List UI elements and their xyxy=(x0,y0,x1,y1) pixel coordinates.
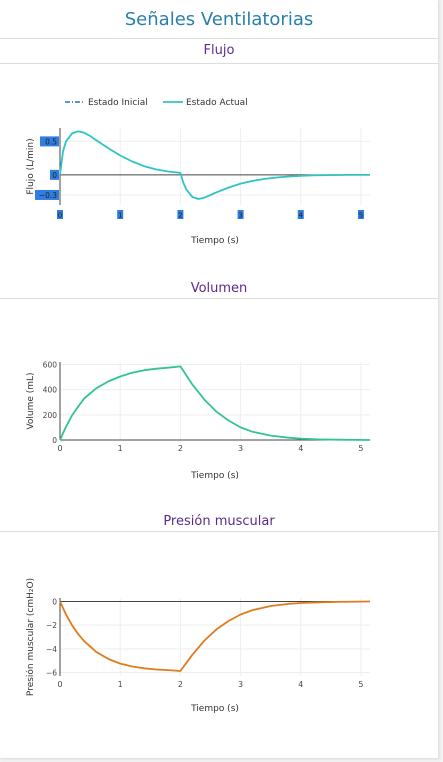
y-tick-label: −6 xyxy=(46,668,57,677)
volume-chart[interactable]: 0 1 2 3 4 5 0 200 400 600 Tiempo (s) Volume (mL) xyxy=(0,350,438,490)
x-tick-label: 0 xyxy=(58,212,62,220)
legend-label-initial: Estado Inicial xyxy=(88,98,148,108)
x-tick-label: 4 xyxy=(298,680,303,689)
y-tick-label: 0 xyxy=(52,436,57,445)
x-tick-label: 5 xyxy=(359,212,363,220)
section-title-flujo: Flujo xyxy=(203,43,235,58)
section-title-volumen: Volumen xyxy=(190,281,248,296)
x-tick-label: 4 xyxy=(298,444,303,453)
y-tick-label: 400 xyxy=(43,386,58,395)
x-tick-label: 1 xyxy=(118,444,123,453)
y-tick-highlight xyxy=(50,169,59,180)
y-axis-title: Presión muscular (cmH₂O) xyxy=(25,578,36,696)
section-divider-top-volumen xyxy=(0,298,438,299)
chart-legend: Estado Inicial Estado Actual xyxy=(65,98,248,108)
y-tick-label: −4 xyxy=(46,645,57,654)
y-tick-highlight xyxy=(35,189,59,200)
y-axis-title: Flujo (L/min) xyxy=(26,138,36,194)
x-tick-label: 3 xyxy=(238,212,242,220)
x-tick-label: 0 xyxy=(57,680,62,689)
x-tick-label: 2 xyxy=(178,680,183,689)
flow-chart[interactable]: 0 1 2 3 4 5 0.5 0 −0.3 Tiempo (s) Flujo (L/min) Est… xyxy=(0,80,438,260)
series-line-estado-actual xyxy=(59,130,370,200)
x-tick-label: 3 xyxy=(238,444,243,453)
series-line-0 xyxy=(59,600,371,672)
x-tick-highlight xyxy=(357,210,364,219)
y-tick-label: −2 xyxy=(46,621,57,630)
section-title-presion: Presión muscular xyxy=(163,514,275,529)
x-axis-title: Tiempo (s) xyxy=(190,704,239,714)
series-line-0 xyxy=(59,365,371,441)
card-header: Señales Ventilatorias xyxy=(0,0,438,39)
section-divider-flujo xyxy=(0,63,438,64)
y-tick-label: 0 xyxy=(52,171,57,180)
x-tick-label: 4 xyxy=(299,212,304,220)
x-tick-label: 5 xyxy=(358,680,363,689)
x-tick-label: 1 xyxy=(118,212,122,220)
x-axis-title: Tiempo (s) xyxy=(190,236,239,246)
x-tick-highlight xyxy=(237,210,244,219)
y-tick-label: 0 xyxy=(52,598,57,607)
section-divider-top-presion xyxy=(0,531,438,532)
x-tick-highlight xyxy=(297,210,304,219)
x-tick-label: 3 xyxy=(238,680,243,689)
x-tick-label: 2 xyxy=(178,212,182,220)
y-axis-title: Volume (mL) xyxy=(26,372,36,429)
x-tick-label: 0 xyxy=(57,444,62,453)
pressure-chart[interactable]: 0 1 2 3 4 5 0 −2 −4 −6 Tiempo (s) Presión muscular … xyxy=(0,570,438,720)
page-title: Señales Ventilatorias xyxy=(124,9,314,30)
y-tick-label: 0.5 xyxy=(45,137,57,146)
x-tick-label: 5 xyxy=(358,444,363,453)
x-tick-highlight xyxy=(117,210,124,219)
x-tick-highlight xyxy=(177,210,184,219)
legend-label-actual: Estado Actual xyxy=(186,98,248,108)
x-axis-title: Tiempo (s) xyxy=(190,471,239,481)
x-tick-label: 1 xyxy=(118,680,123,689)
y-tick-label: 200 xyxy=(43,411,58,420)
x-tick-highlight xyxy=(57,210,63,219)
x-tick-label: 2 xyxy=(178,444,183,453)
y-tick-highlight xyxy=(40,136,59,147)
y-tick-label: −0.3 xyxy=(39,191,57,200)
y-tick-label: 600 xyxy=(43,361,58,370)
